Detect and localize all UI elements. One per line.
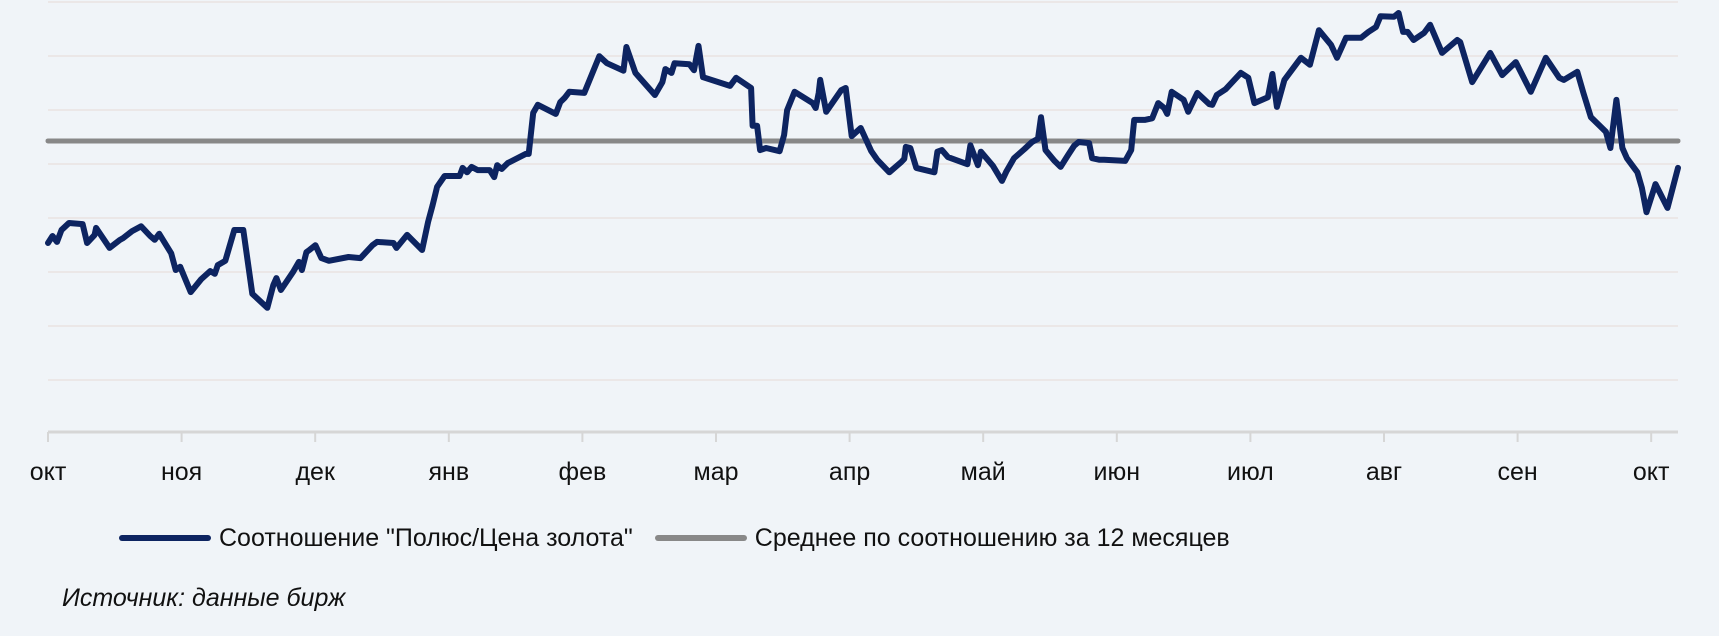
chart-legend: Соотношение "Полюс/Цена золота" Среднее … <box>119 520 1252 556</box>
x-tick-label: сен <box>1497 458 1538 486</box>
source-note: Источник: данные бирж <box>62 584 346 612</box>
x-tick-label: мар <box>693 458 739 486</box>
gridlines <box>48 1 1678 381</box>
x-tick-label: июн <box>1093 458 1141 486</box>
x-tick-label: окт <box>29 458 67 486</box>
x-tick-label: авг <box>1365 458 1403 486</box>
legend-swatch-navy-line-icon <box>119 535 211 541</box>
x-tick-label: май <box>960 458 1006 486</box>
legend-item-average: Среднее по соотношению за 12 месяцев <box>654 523 1230 553</box>
x-tick-label: фев <box>558 458 607 486</box>
ratio-series-line <box>45 10 1681 311</box>
x-tick-label: дек <box>295 458 335 486</box>
x-tick-label: апр <box>828 458 871 486</box>
legend-item-ratio: Соотношение "Полюс/Цена золота" <box>119 524 633 553</box>
x-tick-label: июл <box>1227 458 1274 486</box>
x-tick-label: янв <box>428 458 470 486</box>
legend-label: Среднее по соотношению за 12 месяцев <box>754 523 1230 552</box>
x-tick-label: окт <box>1632 458 1670 486</box>
x-axis <box>47 430 1678 442</box>
x-tick-label: ноя <box>160 458 203 486</box>
legend-label: Соотношение "Полюс/Цена золота" <box>219 523 633 552</box>
legend-swatch-grey-line-icon <box>654 535 747 541</box>
